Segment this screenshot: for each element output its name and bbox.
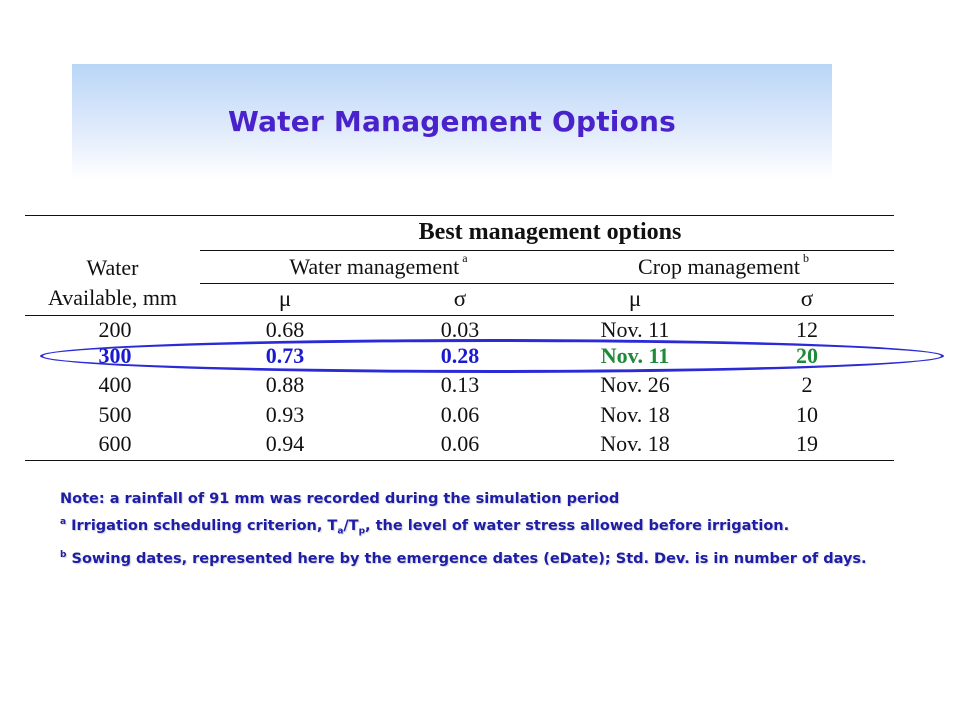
table-bottom-rule — [25, 460, 894, 461]
note-footnote-b: b Sowing dates, represented here by the … — [60, 549, 867, 567]
header-water-line2: Available, mm — [47, 285, 178, 310]
cell-wm-sigma: 0.03 — [440, 317, 480, 342]
note-footnote-a: a Irrigation scheduling criterion, Ta/Tp… — [60, 517, 790, 537]
cell-wm-mu: 0.93 — [265, 402, 305, 427]
cell-cm-mu: Nov. 11 — [600, 317, 670, 342]
title-banner: Water Management Options — [72, 64, 832, 180]
cell-cm-sigma: 10 — [796, 402, 818, 427]
cell-cm-sigma: 12 — [796, 317, 818, 342]
cell-wm-mu: 0.88 — [265, 372, 305, 397]
cell-wm-mu: 0.94 — [265, 431, 305, 456]
header-wm-mu: μ — [278, 286, 292, 311]
cell-wm-mu: 0.68 — [265, 317, 305, 342]
header-wm-sigma: σ — [453, 286, 467, 311]
cell-wm-sigma: 0.06 — [440, 402, 480, 427]
cell-cm-sigma: 2 — [801, 372, 813, 397]
note-rainfall: Note: a rainfall of 91 mm was recorded d… — [60, 491, 620, 507]
cell-wm-sigma: 0.06 — [440, 431, 480, 456]
cell-cm-mu: Nov. 18 — [600, 402, 670, 427]
cell-water: 200 — [98, 317, 132, 342]
header-bottom-rule — [25, 315, 894, 316]
header-crop-management: Crop management b — [638, 251, 809, 279]
cell-water: 400 — [98, 372, 132, 397]
cell-cm-sigma: 19 — [796, 431, 818, 456]
highlight-ellipse — [40, 339, 944, 373]
page-title: Water Management Options — [227, 105, 677, 138]
cell-wm-sigma: 0.13 — [440, 372, 480, 397]
cell-cm-mu: Nov. 26 — [600, 372, 670, 397]
group-header-rule — [200, 250, 894, 251]
header-best-options: Best management options — [418, 219, 682, 245]
header-water-line1: Water — [86, 255, 139, 280]
cell-water: 600 — [98, 431, 132, 456]
header-water-management: Water management a — [289, 251, 468, 279]
table-notes: Note: a rainfall of 91 mm was recorded d… — [60, 488, 940, 571]
header-cm-sigma: σ — [800, 286, 814, 311]
cell-cm-mu: Nov. 18 — [600, 431, 670, 456]
table-top-rule — [25, 215, 894, 216]
header-cm-mu: μ — [628, 286, 642, 311]
subgroup-header-rule — [200, 283, 894, 284]
cell-water: 500 — [98, 402, 132, 427]
